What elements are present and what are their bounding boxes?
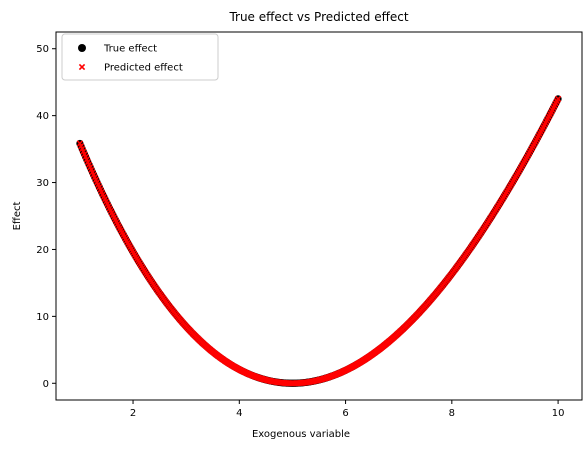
plot-area [76, 95, 562, 387]
y-tick-label: 0 [43, 379, 49, 390]
x-tick-label: 4 [236, 408, 242, 419]
x-tick-label: 8 [449, 408, 455, 419]
y-tick-label: 20 [36, 245, 49, 256]
legend-frame [61, 33, 219, 81]
y-tick-label: 50 [36, 44, 49, 55]
legend-marker-predicted-effect [78, 63, 86, 71]
axes-frame [55, 31, 583, 401]
y-tick-label: 40 [36, 111, 49, 122]
x-tick-label: 2 [130, 408, 136, 419]
series-true-effect [76, 95, 562, 387]
x-tick-label: 6 [342, 408, 348, 419]
legend-marker-true-effect [78, 44, 86, 52]
legend: True effect Predicted effect [61, 33, 219, 81]
legend-label: True effect [103, 44, 157, 55]
predicted-effect-point [554, 95, 562, 103]
series-predicted-effect [76, 95, 562, 387]
legend-label: Predicted effect [104, 63, 183, 74]
y-axis-label: Effect [12, 202, 23, 231]
chart-title: True effect vs Predicted effect [228, 10, 408, 24]
x-axis-label: Exogenous variable [252, 429, 350, 440]
axes: 2 4 6 8 10 0 10 20 30 40 50 [36, 31, 583, 419]
y-tick-label: 10 [36, 312, 49, 323]
x-tick-label: 10 [552, 408, 565, 419]
y-tick-label: 30 [36, 178, 49, 189]
